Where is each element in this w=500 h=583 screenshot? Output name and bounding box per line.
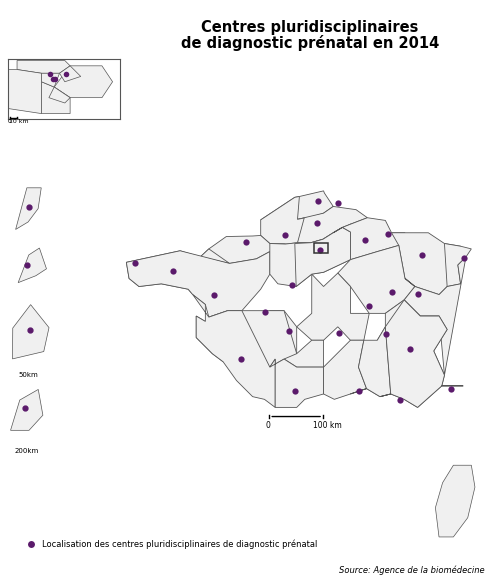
- Polygon shape: [49, 87, 70, 103]
- Legend: Localisation des centres pluridisciplinaires de diagnostic prénatal: Localisation des centres pluridisciplina…: [19, 536, 321, 553]
- Text: 50km: 50km: [19, 372, 38, 378]
- Polygon shape: [12, 305, 49, 359]
- Text: 100 km: 100 km: [312, 421, 342, 430]
- Polygon shape: [333, 217, 405, 259]
- Polygon shape: [196, 311, 296, 367]
- Text: 200km: 200km: [14, 448, 38, 454]
- Text: de diagnostic prénatal en 2014: de diagnostic prénatal en 2014: [181, 35, 439, 51]
- Text: Source: Agence de la biomédecine: Source: Agence de la biomédecine: [340, 566, 485, 575]
- Polygon shape: [392, 233, 460, 294]
- Polygon shape: [298, 206, 368, 243]
- Bar: [314, 243, 328, 254]
- Polygon shape: [270, 359, 324, 408]
- Polygon shape: [6, 69, 42, 114]
- Polygon shape: [338, 245, 415, 314]
- Polygon shape: [60, 66, 80, 82]
- Polygon shape: [42, 82, 70, 114]
- Polygon shape: [18, 248, 46, 283]
- Polygon shape: [126, 251, 270, 317]
- Polygon shape: [404, 257, 466, 375]
- Polygon shape: [350, 327, 391, 396]
- Polygon shape: [126, 249, 230, 294]
- Polygon shape: [192, 294, 275, 408]
- Polygon shape: [270, 224, 351, 286]
- Polygon shape: [200, 236, 286, 264]
- Polygon shape: [296, 273, 369, 340]
- Polygon shape: [436, 465, 475, 537]
- Polygon shape: [444, 244, 471, 286]
- Text: Centres pluridisciplinaires: Centres pluridisciplinaires: [202, 20, 418, 36]
- Polygon shape: [17, 61, 70, 73]
- Polygon shape: [270, 311, 324, 367]
- Polygon shape: [358, 300, 447, 408]
- Text: 0: 0: [7, 118, 11, 124]
- Polygon shape: [380, 300, 464, 408]
- Polygon shape: [260, 196, 304, 244]
- Polygon shape: [16, 188, 41, 230]
- Polygon shape: [54, 66, 112, 98]
- Polygon shape: [42, 73, 60, 87]
- Polygon shape: [295, 227, 350, 286]
- Polygon shape: [260, 191, 333, 220]
- Polygon shape: [10, 389, 43, 430]
- Polygon shape: [324, 340, 366, 399]
- Text: 10 km: 10 km: [8, 118, 28, 124]
- Text: 0: 0: [266, 421, 270, 430]
